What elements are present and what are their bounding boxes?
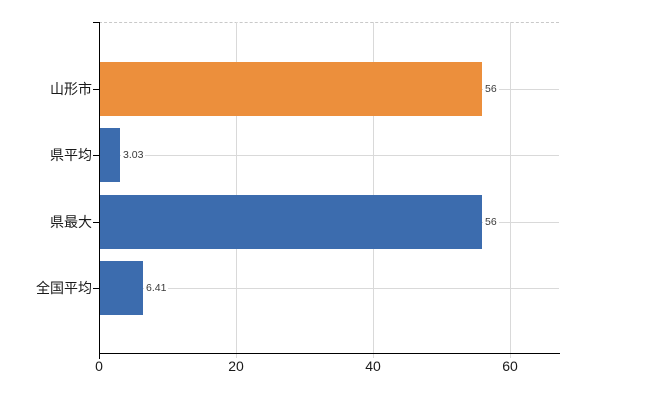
category-label: 全国平均 [36,280,92,296]
value-label: 56 [483,215,499,229]
x-tick-label: 20 [228,358,244,374]
bar-県平均 [99,128,120,182]
v-gridline [510,22,511,353]
x-axis-tick [510,354,511,358]
category-label: 県平均 [50,147,92,163]
category-label: 県最大 [50,214,92,230]
plot-top-border [99,22,559,23]
plot-area: 56 3.03 56 6.41 [99,22,559,353]
value-label: 3.03 [121,148,146,162]
y-axis-tick [93,288,99,289]
x-axis-tick [373,354,374,358]
y-axis-tick [93,89,99,90]
y-axis-top-tick [93,22,99,23]
bar-県最大 [99,195,482,249]
x-tick-label: 40 [365,358,381,374]
v-gridline [236,22,237,353]
x-axis-line [99,353,560,354]
bar-山形市 [99,62,482,116]
h-gridline [99,288,559,289]
y-axis-tick [93,155,99,156]
x-axis-tick [236,354,237,358]
v-gridline [373,22,374,353]
x-tick-label: 0 [95,358,103,374]
bar-全国平均 [99,261,143,315]
value-label: 6.41 [144,281,169,295]
x-tick-label: 60 [502,358,518,374]
h-gridline [99,155,559,156]
value-label: 56 [483,82,499,96]
y-axis-tick [93,222,99,223]
y-axis-line [99,22,100,353]
x-axis-tick [99,354,100,359]
category-label: 山形市 [50,81,92,97]
